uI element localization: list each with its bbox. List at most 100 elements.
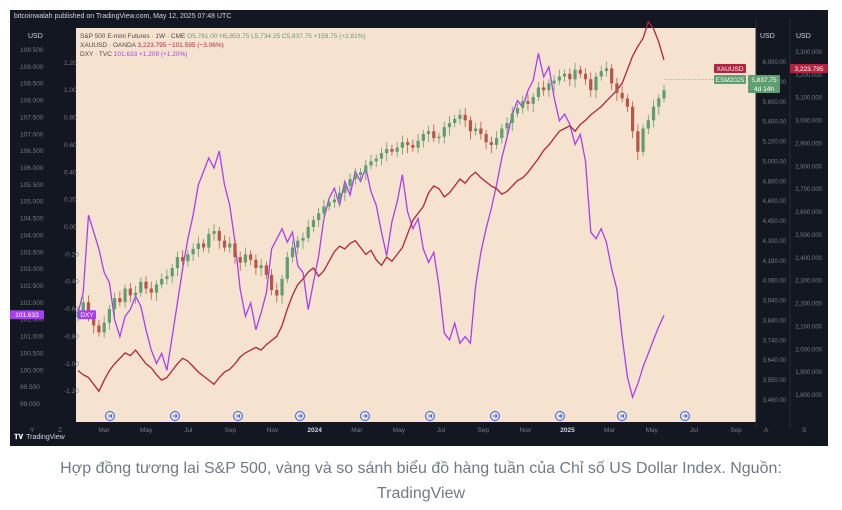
spx-candle [515, 107, 520, 114]
x-axis-tick: Nov [520, 427, 532, 434]
spx-candle [453, 118, 457, 124]
spx-candle [510, 113, 514, 124]
spx-candle [521, 101, 525, 108]
spx-candle [358, 172, 363, 176]
spx-candle [102, 322, 106, 333]
spx-candle [604, 68, 609, 72]
spx-candle [395, 147, 399, 152]
spx-candle [233, 243, 237, 258]
spx-candle [123, 288, 127, 303]
right-inner-axis-tick: 5,400.00 [763, 120, 787, 126]
spx-candle [662, 90, 666, 99]
x-axis-tick: May [393, 427, 406, 434]
spx-candle [337, 192, 342, 200]
spx-candle [259, 265, 263, 269]
x-axis-tick: May [140, 427, 153, 434]
spx-candle [269, 274, 274, 290]
dxy-symbol-badge-bg [78, 310, 96, 320]
spx-candle [107, 309, 112, 323]
spx-candle [552, 80, 556, 84]
spx-candle [97, 325, 101, 333]
spx-candle [573, 69, 577, 80]
right-inner-axis-tick: 4,600.00 [763, 199, 787, 205]
left-axis-tick: 104.500 [20, 216, 44, 223]
spx-candle [81, 302, 85, 312]
x-axis-tick: Jul [437, 427, 446, 434]
x-axis-tick: Nov [267, 427, 279, 434]
spx-candle [249, 254, 253, 260]
spx-candle [630, 106, 635, 132]
spx-candle [557, 76, 561, 81]
event-marker-arrow-icon [493, 413, 498, 419]
spx-candle [610, 68, 614, 84]
spx-candle [212, 231, 216, 234]
spx-candle [301, 237, 305, 241]
spx-candle [589, 79, 593, 91]
spx-candle [275, 289, 279, 296]
left-axis-tick: 101.000 [20, 334, 44, 341]
spx-candle [458, 114, 462, 119]
left-axis-tick: 100.000 [20, 367, 44, 374]
left-axis-tick: 100.500 [20, 350, 44, 357]
left-axis-tick: 101.500 [20, 317, 44, 324]
spx-candle [280, 278, 284, 296]
left-axis-tick: 107.500 [20, 114, 44, 121]
right-outer-axis-tick: 1,800.000 [795, 393, 822, 399]
spx-candle [379, 153, 384, 159]
right-outer-axis-tick: 2,400.000 [795, 256, 822, 262]
plot-area[interactable] [76, 28, 756, 422]
spx-candle [170, 268, 174, 277]
spx-candle [222, 240, 227, 248]
spx-candle [133, 292, 138, 296]
spx-candle [594, 76, 598, 91]
right-inner-axis-tick: 4,800.00 [763, 179, 787, 185]
spx-candle [400, 142, 405, 148]
right-inner-axis-tick: 3,740.00 [763, 338, 787, 344]
right-outer-axis-tick: 3,000.000 [795, 119, 822, 125]
x-axis-left-label: Y [30, 427, 35, 434]
dxy-symbol-badge: DXY [80, 312, 94, 319]
spx-candle [290, 247, 295, 258]
right-inner-axis-tick: 5,000.00 [763, 159, 787, 165]
figure-caption: Hợp đồng tương lai S&P 500, vàng và so s… [60, 460, 782, 502]
spx-candle [243, 254, 248, 263]
pct-scale-tick: -1.00 [64, 361, 79, 368]
spx-candle [296, 240, 300, 248]
spx-candle [217, 231, 221, 241]
left-axis-tick: 105.000 [20, 199, 44, 206]
right-inner-axis-tick: 3,840.00 [763, 318, 787, 324]
right-inner-axis-tick: 5,600.00 [763, 100, 787, 106]
spx-candle [568, 73, 572, 80]
left-axis-tick: 109.000 [20, 64, 44, 71]
dxy-price-badge: 101.633 [15, 312, 39, 319]
spx-candle [562, 73, 567, 77]
right-outer-axis-tick: 3,200.000 [795, 73, 822, 79]
right-outer-axis-tick: 2,200.000 [795, 302, 822, 308]
pct-scale-tick: 0.20 [64, 197, 77, 204]
left-axis-tick: 103.000 [20, 266, 44, 273]
spx-candle [442, 127, 446, 137]
spx-candle [160, 278, 164, 285]
spx-candle [264, 265, 268, 275]
spx-countdown-badge-bg [748, 84, 780, 93]
spx-candle [306, 227, 310, 238]
spx-candle [113, 298, 117, 310]
spx-candle [651, 106, 656, 121]
spx-candle [201, 243, 206, 248]
x-axis-tick: Mar [98, 427, 110, 434]
xauusd-price-badge: 3,223.795 [795, 66, 824, 73]
pct-scale-tick: 1.00 [64, 87, 77, 94]
pct-scale-tick: -0.20 [64, 251, 79, 258]
legend-entry: DXY · TVC 101.633 +1.209 (+1.20%) [80, 51, 187, 58]
spx-candle [406, 142, 410, 145]
x-axis-tick: Jul [184, 427, 193, 434]
legend-values: 3,223.795 −101.595 (−3.06%) [137, 42, 223, 49]
spx-candle [599, 71, 603, 77]
spx-candle [447, 123, 452, 128]
x-axis-tick: Sep [225, 427, 237, 434]
spx-candle [620, 92, 624, 99]
x-axis-tick: Sep [477, 427, 489, 434]
spx-candle [196, 243, 200, 249]
spx-candle [437, 136, 441, 139]
spx-candle [311, 220, 316, 227]
